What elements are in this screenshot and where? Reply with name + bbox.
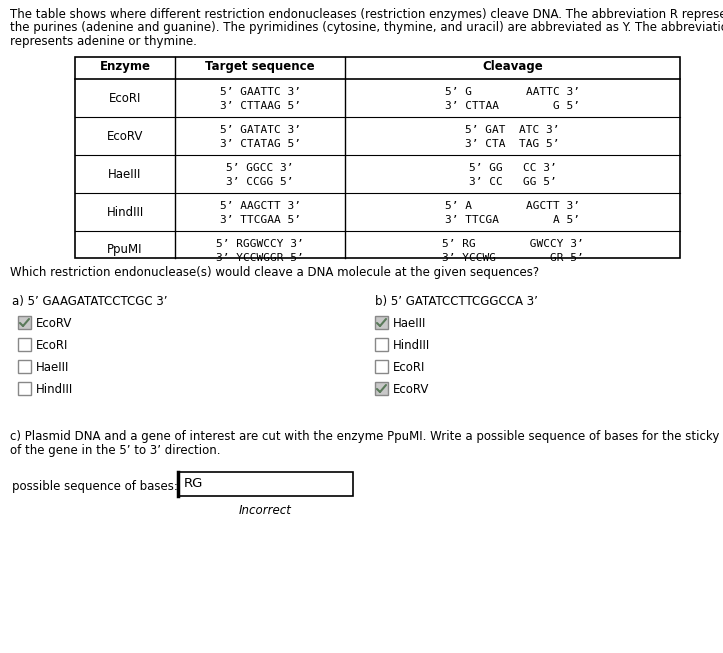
Text: PpuMI: PpuMI [107, 244, 142, 257]
Text: HindIII: HindIII [393, 339, 430, 352]
Text: the purines (adenine and guanine). The pyrimidines (cytosine, thymine, and uraci: the purines (adenine and guanine). The p… [10, 22, 723, 35]
Text: HindIII: HindIII [36, 383, 73, 396]
Text: c) Plasmid DNA and a gene of interest are cut with the enzyme PpuMI. Write a pos: c) Plasmid DNA and a gene of interest ar… [10, 430, 723, 443]
Bar [375, 338, 388, 351]
Text: Target sequence: Target sequence [205, 60, 315, 73]
Bar [18, 316, 31, 329]
Bar [18, 360, 31, 373]
Text: Enzyme: Enzyme [100, 60, 150, 73]
Text: 3’ CTA  TAG 5’: 3’ CTA TAG 5’ [465, 139, 560, 149]
Text: 3’ CTATAG 5’: 3’ CTATAG 5’ [220, 139, 301, 149]
Text: 3’ CTTAA        G 5’: 3’ CTTAA G 5’ [445, 101, 580, 111]
Text: Cleavage: Cleavage [482, 60, 543, 73]
Text: 3’ TTCGAA 5’: 3’ TTCGAA 5’ [220, 215, 301, 225]
Bar [375, 382, 388, 395]
Text: 3’ TTCGA        A 5’: 3’ TTCGA A 5’ [445, 215, 580, 225]
Text: 5’ A        AGCTT 3’: 5’ A AGCTT 3’ [445, 201, 580, 211]
Text: 5’ GG   CC 3’: 5’ GG CC 3’ [469, 163, 557, 173]
Text: 3’ YCCWGGR 5’: 3’ YCCWGGR 5’ [216, 253, 304, 263]
Text: 5’ RGGWCCY 3’: 5’ RGGWCCY 3’ [216, 239, 304, 249]
Text: 3’ CTTAAG 5’: 3’ CTTAAG 5’ [220, 101, 301, 111]
Text: 5’ RG        GWCCY 3’: 5’ RG GWCCY 3’ [442, 239, 583, 249]
Text: represents adenine or thymine.: represents adenine or thymine. [10, 35, 197, 48]
Text: HaeIII: HaeIII [393, 317, 427, 330]
Text: The table shows where different restriction endonucleases (restriction enzymes) : The table shows where different restrict… [10, 8, 723, 21]
Text: 3’ YCCWG        GR 5’: 3’ YCCWG GR 5’ [442, 253, 583, 263]
Text: Incorrect: Incorrect [239, 504, 292, 517]
Text: EcoRI: EcoRI [36, 339, 69, 352]
Text: 3’ CCGG 5’: 3’ CCGG 5’ [226, 177, 294, 187]
Bar [178, 472, 353, 496]
Text: 5’ AAGCTT 3’: 5’ AAGCTT 3’ [220, 201, 301, 211]
Text: 5’ GAT  ATC 3’: 5’ GAT ATC 3’ [465, 125, 560, 135]
Text: RG: RG [184, 477, 203, 490]
Bar [75, 57, 680, 258]
Text: HaeIII: HaeIII [36, 361, 69, 374]
Text: a) 5’ GAAGATATCCTCGC 3’: a) 5’ GAAGATATCCTCGC 3’ [12, 295, 168, 308]
Text: 5’ GAATTC 3’: 5’ GAATTC 3’ [220, 87, 301, 97]
Bar [375, 360, 388, 373]
Text: EcoRV: EcoRV [393, 383, 429, 396]
Text: b) 5’ GATATCCTTCGGCCA 3’: b) 5’ GATATCCTTCGGCCA 3’ [375, 295, 538, 308]
Text: of the gene in the 5’ to 3’ direction.: of the gene in the 5’ to 3’ direction. [10, 444, 221, 457]
Bar [18, 338, 31, 351]
Text: 5’ GATATC 3’: 5’ GATATC 3’ [220, 125, 301, 135]
Text: HaeIII: HaeIII [108, 168, 142, 180]
Text: EcoRV: EcoRV [107, 129, 143, 142]
Text: 3’ CC   GG 5’: 3’ CC GG 5’ [469, 177, 557, 187]
Text: EcoRI: EcoRI [393, 361, 425, 374]
Text: EcoRI: EcoRI [109, 91, 141, 104]
Text: 5’ GGCC 3’: 5’ GGCC 3’ [226, 163, 294, 173]
Text: possible sequence of bases:: possible sequence of bases: [12, 480, 178, 493]
Text: 5’ G        AATTC 3’: 5’ G AATTC 3’ [445, 87, 580, 97]
Text: HindIII: HindIII [106, 206, 144, 219]
Bar [375, 316, 388, 329]
Text: EcoRV: EcoRV [36, 317, 72, 330]
Bar [18, 382, 31, 395]
Text: Which restriction endonuclease(s) would cleave a DNA molecule at the given seque: Which restriction endonuclease(s) would … [10, 266, 539, 279]
